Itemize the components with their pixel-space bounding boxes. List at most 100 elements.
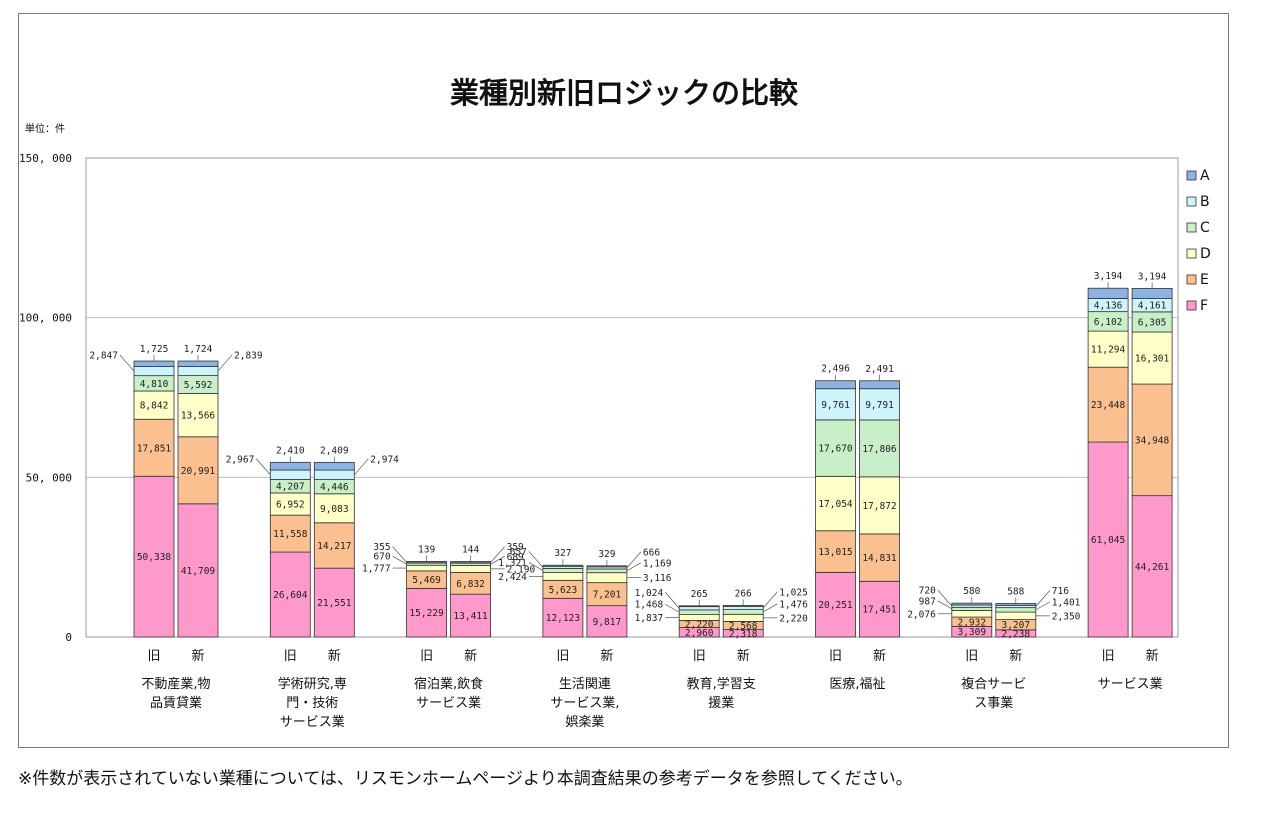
legend-swatch-b bbox=[1186, 196, 1197, 207]
bar-segment-b bbox=[859, 388, 900, 421]
bar-segment-f bbox=[586, 605, 628, 638]
bar-segment-d bbox=[1131, 331, 1173, 385]
bar-segment-a bbox=[995, 603, 1037, 606]
leader-line bbox=[937, 600, 952, 610]
bar-segment-c bbox=[859, 419, 900, 478]
bar-segment-f bbox=[133, 475, 175, 638]
bar-name-label: 旧 bbox=[147, 649, 160, 664]
leader-line bbox=[626, 551, 642, 569]
category-label: 援業 bbox=[708, 695, 734, 711]
segment-value-label: 20,991 bbox=[181, 466, 216, 477]
category-label: 生活関連 bbox=[559, 677, 611, 692]
segment-value-label: 8,842 bbox=[140, 401, 169, 412]
category-label: 宿泊業,飲食 bbox=[414, 676, 483, 692]
bar-segment-b bbox=[313, 469, 355, 480]
segment-value-label: 2,932 bbox=[957, 617, 986, 628]
y-tick-label: 150, 000 bbox=[19, 152, 72, 165]
segment-value-label: 1,777 bbox=[362, 564, 391, 575]
leader-line bbox=[490, 546, 505, 563]
bar-segment-f bbox=[859, 580, 900, 638]
segment-value-label: 4,810 bbox=[140, 379, 169, 390]
segment-value-label: 1,725 bbox=[140, 344, 169, 355]
bar-segment-d bbox=[995, 611, 1037, 621]
category-label: サービス業 bbox=[416, 695, 481, 711]
bar-segment-f bbox=[1087, 441, 1129, 638]
bar-segment-f bbox=[269, 551, 311, 638]
bar-segment-c bbox=[586, 568, 628, 574]
segment-value-label: 34,948 bbox=[1135, 435, 1170, 446]
leader-line bbox=[392, 546, 407, 563]
segment-value-label: 2,568 bbox=[729, 621, 758, 632]
bar-segment-a bbox=[542, 564, 584, 567]
legend-label: A bbox=[1200, 168, 1210, 184]
segment-value-label: 2,960 bbox=[685, 628, 714, 639]
bar-segment-b bbox=[678, 606, 720, 611]
leader-line bbox=[354, 458, 369, 476]
bar-name-label: 新 bbox=[1009, 648, 1022, 664]
segment-value-label: 1,321 bbox=[498, 558, 527, 569]
segment-value-label: 666 bbox=[643, 547, 660, 558]
segment-value-label: 26,604 bbox=[273, 590, 308, 601]
segment-value-label: 14,217 bbox=[317, 541, 351, 552]
chart-title: 業種別新旧ロジックの比較 bbox=[450, 76, 799, 110]
segment-value-label: 3,207 bbox=[1001, 620, 1030, 631]
segment-value-label: 2,238 bbox=[1001, 629, 1030, 640]
bar-segment-c bbox=[722, 609, 764, 615]
segment-value-label: 5,592 bbox=[184, 380, 213, 391]
bar-segment-f bbox=[450, 593, 492, 638]
leader-line bbox=[528, 562, 544, 571]
segment-value-label: 1,837 bbox=[635, 613, 664, 624]
segment-value-label: 6,952 bbox=[276, 500, 305, 511]
category-label: 不動産業,物 bbox=[141, 676, 210, 692]
category-label: サービス業 bbox=[1098, 676, 1163, 692]
segment-value-label: 61,045 bbox=[1091, 535, 1125, 546]
segment-value-label: 265 bbox=[691, 589, 708, 600]
segment-value-label: 6,102 bbox=[1094, 317, 1123, 328]
bar-segment-d bbox=[450, 564, 492, 573]
segment-value-label: 23,448 bbox=[1091, 400, 1126, 411]
bar-segment-a bbox=[815, 380, 856, 390]
segment-value-label: 1,024 bbox=[635, 588, 664, 599]
segment-value-label: 670 bbox=[373, 552, 390, 563]
leader-line bbox=[762, 591, 778, 609]
bar-segment-a bbox=[269, 461, 311, 471]
bar-name-label: 旧 bbox=[965, 649, 978, 664]
leader-line bbox=[664, 592, 680, 609]
y-tick-label: 0 bbox=[65, 631, 72, 644]
segment-value-label: 15,229 bbox=[409, 608, 444, 619]
bar-segment-d bbox=[406, 564, 448, 572]
category-label: ス事業 bbox=[974, 695, 1013, 711]
segment-value-label: 2,318 bbox=[729, 629, 758, 640]
segment-value-label: 9,761 bbox=[821, 400, 850, 411]
segment-value-label: 2,491 bbox=[865, 364, 894, 375]
bar-segment-a bbox=[313, 461, 355, 471]
segment-value-label: 6,832 bbox=[456, 579, 485, 590]
segment-value-label: 689 bbox=[507, 552, 524, 563]
segment-value-label: 3,194 bbox=[1094, 271, 1123, 282]
segment-value-label: 1,724 bbox=[184, 344, 213, 355]
bar-segment-b bbox=[722, 605, 764, 610]
segment-value-label: 2,967 bbox=[226, 454, 255, 465]
bar-name-label: 新 bbox=[600, 648, 613, 664]
segment-value-label: 2,409 bbox=[320, 445, 349, 456]
y-tick-label: 50, 000 bbox=[26, 471, 72, 484]
legend-label: F bbox=[1200, 298, 1208, 314]
leader-line bbox=[665, 603, 680, 613]
segment-value-label: 17,806 bbox=[862, 444, 897, 455]
legend-swatch-f bbox=[1186, 300, 1197, 311]
bar-segment-c bbox=[951, 606, 993, 611]
segment-value-label: 9,083 bbox=[320, 504, 349, 515]
segment-value-label: 720 bbox=[919, 586, 936, 597]
leader-line bbox=[763, 603, 778, 613]
segment-value-label: 1,169 bbox=[643, 558, 672, 569]
segment-value-label: 2,424 bbox=[498, 572, 527, 583]
segment-value-label: 9,791 bbox=[865, 400, 894, 411]
leader-line bbox=[1035, 601, 1050, 611]
bar-segment-e bbox=[1131, 383, 1173, 497]
footnote: ※件数が表示されていない業種については、リスモンホームページより本調査結果の参考… bbox=[18, 769, 913, 789]
category-label: 複合サービ bbox=[961, 676, 1026, 692]
segment-value-label: 2,847 bbox=[89, 351, 118, 362]
y-tick-label: 100, 000 bbox=[19, 312, 72, 325]
bar-name-label: 旧 bbox=[420, 649, 433, 664]
segment-value-label: 2,496 bbox=[821, 364, 850, 375]
